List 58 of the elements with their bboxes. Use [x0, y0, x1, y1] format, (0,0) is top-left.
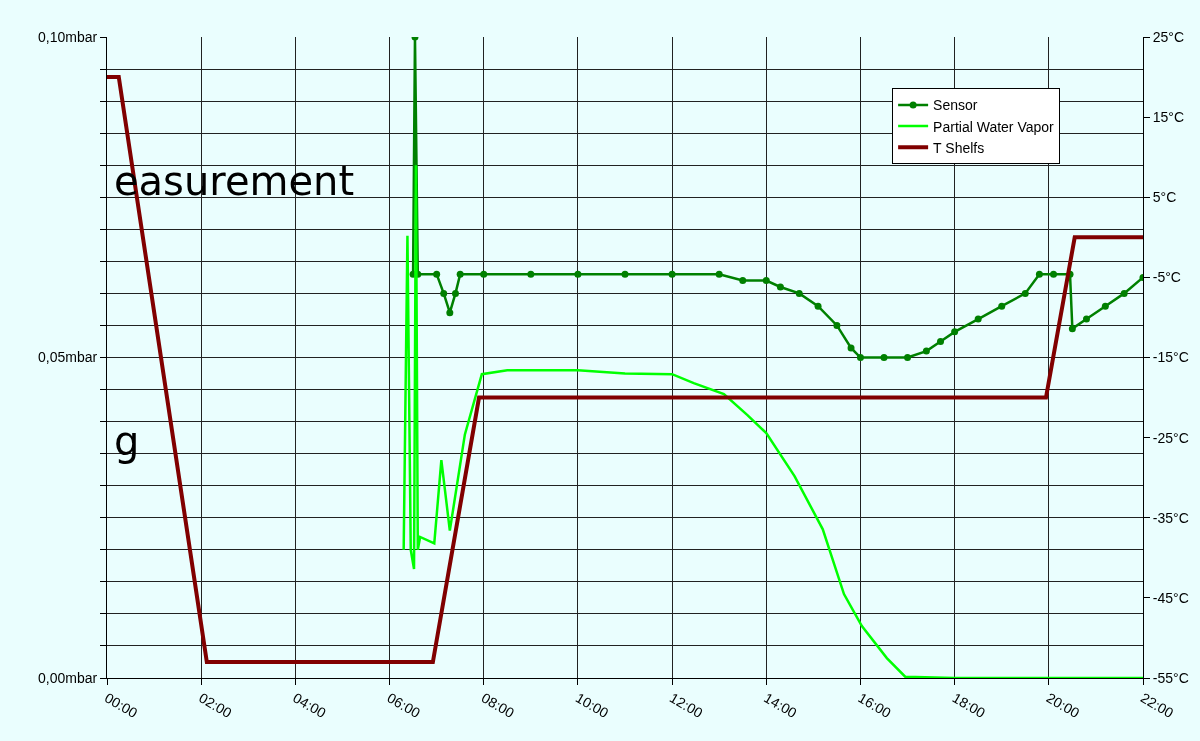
- point: [715, 270, 723, 278]
- point: [456, 270, 464, 278]
- x-tick-label: 00:00: [102, 689, 141, 722]
- point: [762, 277, 770, 285]
- point: [1068, 325, 1076, 333]
- y2-tick-label: 15°C: [1152, 109, 1185, 126]
- y-tick-label: 0,05mbar: [38, 349, 98, 366]
- y2-tick-label: 25°C: [1152, 28, 1185, 45]
- y2-tick-label: -15°C: [1152, 349, 1189, 366]
- x-tick-label: 16:00: [855, 689, 894, 722]
- point: [776, 283, 784, 291]
- point: [440, 289, 448, 297]
- legend-label: Partial Water Vapor: [933, 118, 1055, 135]
- point: [904, 354, 912, 361]
- point: [574, 270, 582, 278]
- point: [1082, 315, 1090, 323]
- point: [1050, 270, 1058, 278]
- y2-tick-label: -55°C: [1152, 669, 1189, 686]
- point: [951, 328, 959, 336]
- point: [937, 337, 945, 345]
- point: [527, 270, 535, 278]
- point: [856, 354, 864, 361]
- point: [814, 302, 822, 310]
- y2-tick-label: -45°C: [1152, 589, 1189, 606]
- annotation: g: [114, 418, 140, 464]
- point: [922, 347, 930, 355]
- legend-label: T Shelfs: [933, 139, 985, 156]
- point: [668, 270, 676, 278]
- line-series: [107, 75, 1143, 664]
- line-series: [409, 37, 1143, 361]
- point: [621, 270, 629, 278]
- point: [446, 309, 454, 317]
- point: [833, 321, 841, 329]
- x-tick-label: 10:00: [572, 689, 612, 722]
- y2-tick-label: -25°C: [1152, 429, 1189, 446]
- point: [1101, 302, 1109, 310]
- y2-tick-label: -5°C: [1152, 269, 1181, 286]
- legend-label: Sensor: [933, 97, 978, 114]
- point: [974, 315, 982, 323]
- x-tick-label: 18:00: [949, 689, 989, 722]
- x-tick-label: 14:00: [761, 689, 800, 722]
- point: [998, 302, 1006, 310]
- point: [1120, 289, 1128, 297]
- point: [1035, 270, 1043, 278]
- point: [847, 344, 855, 352]
- point: [1021, 289, 1029, 297]
- point: [480, 270, 488, 278]
- y-tick-label: 0,10mbar: [38, 28, 98, 45]
- line-series: [402, 163, 1143, 678]
- x-tick-label: 12:00: [667, 689, 706, 722]
- y2-tick-label: -35°C: [1152, 509, 1189, 526]
- point: [795, 289, 803, 297]
- point: [739, 277, 747, 285]
- point: [451, 289, 459, 297]
- point: [433, 270, 441, 278]
- y2-tick-label: 5°C: [1152, 189, 1177, 206]
- point: [880, 354, 888, 361]
- y-tick-label: 0,00mbar: [38, 669, 98, 686]
